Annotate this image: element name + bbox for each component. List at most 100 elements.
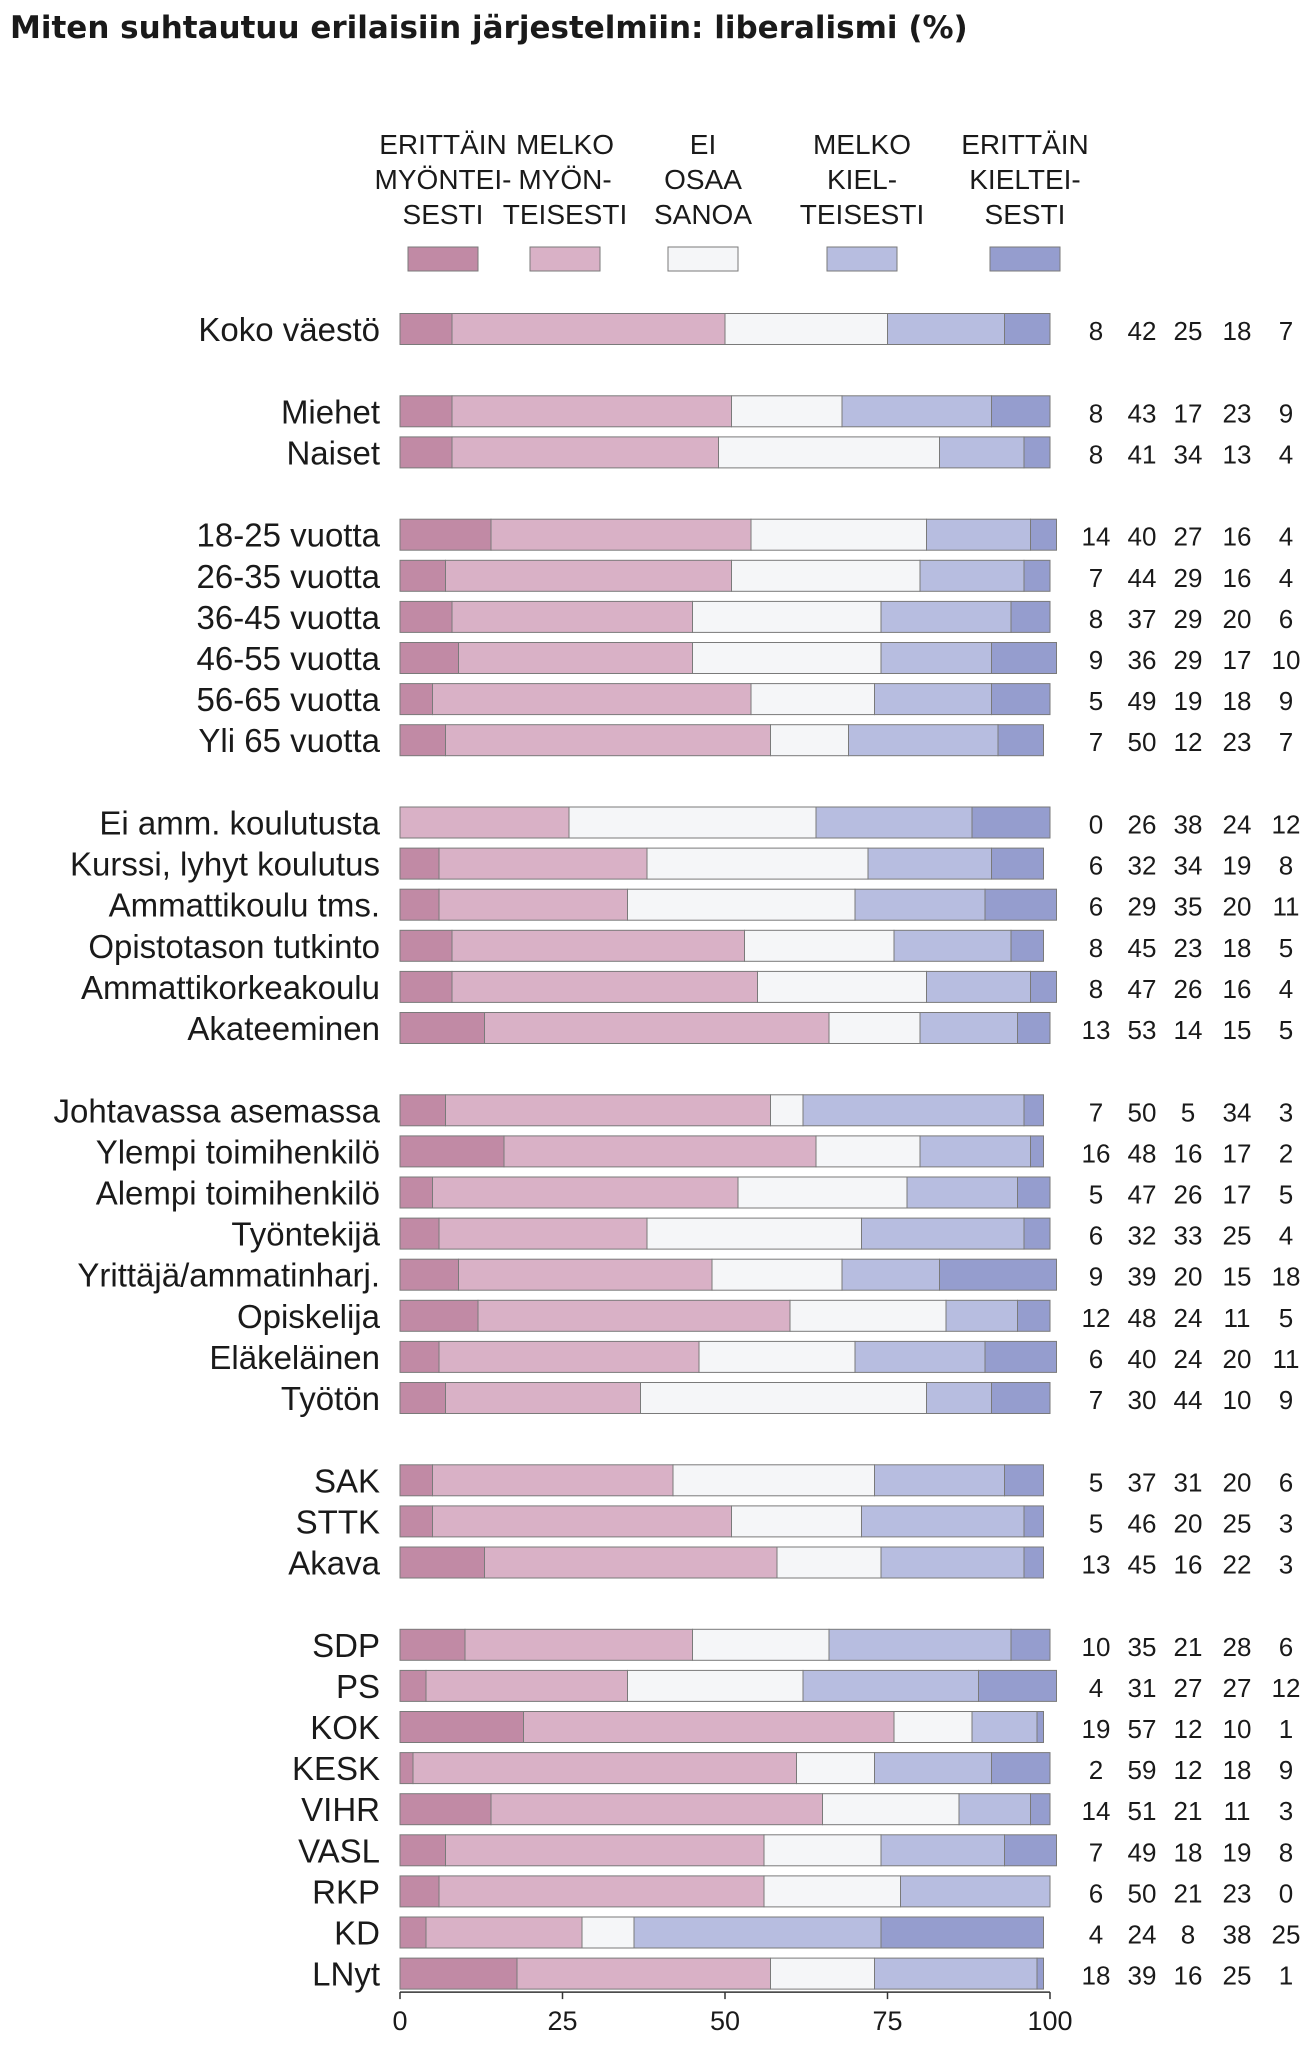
- value-label: 5: [1279, 1180, 1293, 1210]
- bar-segment: [490, 1793, 823, 1826]
- value-label: 23: [1223, 727, 1252, 757]
- value-label: 9: [1089, 645, 1103, 675]
- bar-segment: [399, 970, 453, 1003]
- bar-segment: [438, 888, 628, 921]
- bar-segment: [757, 970, 927, 1003]
- value-label: 18: [1082, 1961, 1111, 1991]
- category-label: Ammattikorkeakoulu: [81, 969, 380, 1006]
- value-label: 6: [1089, 1221, 1103, 1251]
- bar-segment: [399, 683, 433, 716]
- category-label: SDP: [312, 1627, 380, 1664]
- bar-segment: [724, 313, 888, 345]
- value-label: 10: [1272, 645, 1301, 675]
- value-label: 15: [1223, 1015, 1252, 1045]
- bar-segment: [1023, 1094, 1044, 1127]
- bar-segment: [399, 1546, 485, 1579]
- value-label: 17: [1223, 1180, 1252, 1210]
- value-label: 18: [1174, 1837, 1203, 1867]
- value-label: 12: [1082, 1303, 1111, 1333]
- category-label: 26-35 vuotta: [197, 558, 381, 595]
- value-label: 53: [1128, 1015, 1157, 1045]
- value-label: 11: [1273, 892, 1300, 922]
- bar-segment: [711, 1258, 843, 1291]
- value-label: 0: [1279, 1878, 1293, 1908]
- category-label: Opistotason tutkinto: [88, 928, 380, 965]
- value-label: 22: [1223, 1550, 1252, 1580]
- bar-segment: [802, 1669, 979, 1702]
- bar-segment: [926, 970, 1031, 1003]
- category-label: Naiset: [286, 434, 380, 471]
- category-label: Ammattikoulu tms.: [109, 887, 380, 924]
- bar-segment: [919, 1135, 1031, 1168]
- category-label: Johtavassa asemassa: [53, 1092, 380, 1129]
- category-label: Yrittäjä/ammatinharj.: [77, 1257, 380, 1294]
- bar-segment: [763, 1834, 882, 1867]
- category-label: Työntekijä: [231, 1216, 380, 1253]
- bar-segment: [887, 313, 1005, 345]
- category-label: Akateeminen: [187, 1010, 380, 1047]
- category-label: 56-65 vuotta: [197, 681, 381, 718]
- value-label: 5: [1181, 1097, 1195, 1127]
- x-tick-label: 100: [1027, 2006, 1072, 2036]
- bar-segment: [399, 1793, 492, 1826]
- legend-label: SANOA: [654, 199, 752, 230]
- bar-segment: [516, 1957, 771, 1990]
- value-label: 11: [1273, 1344, 1300, 1374]
- bar-segment: [991, 847, 1044, 880]
- bar-segment: [874, 1957, 1038, 1990]
- value-label: 16: [1174, 1961, 1203, 1991]
- bar-segment: [445, 559, 732, 592]
- category-label: 18-25 vuotta: [197, 517, 381, 554]
- value-label: 48: [1128, 1303, 1157, 1333]
- value-label: 50: [1128, 1878, 1157, 1908]
- bar-segment: [399, 1916, 427, 1949]
- value-label: 48: [1128, 1138, 1157, 1168]
- value-label: 15: [1223, 1262, 1252, 1292]
- category-label: 36-45 vuotta: [197, 599, 381, 636]
- bar-segment: [1004, 1464, 1044, 1497]
- bar-segment: [1030, 1135, 1044, 1168]
- bar-segment: [399, 1135, 505, 1168]
- value-label: 16: [1174, 1550, 1203, 1580]
- bar-segment: [451, 313, 726, 345]
- value-label: 20: [1223, 892, 1252, 922]
- legend-label: ERITTÄIN: [379, 129, 507, 160]
- value-label: 4: [1279, 522, 1293, 552]
- value-label: 4: [1089, 1673, 1103, 1703]
- bar-segment: [399, 724, 446, 757]
- bar-segment: [919, 559, 1025, 592]
- bar-segment: [796, 1752, 875, 1785]
- bar-segment: [874, 1752, 992, 1785]
- value-label: 39: [1128, 1961, 1157, 1991]
- value-label: 6: [1279, 604, 1293, 634]
- value-label: 17: [1223, 1138, 1252, 1168]
- value-label: 10: [1223, 1714, 1252, 1744]
- bar-segment: [880, 600, 1012, 633]
- value-label: 16: [1174, 1138, 1203, 1168]
- legend-label: KIELTEI-: [969, 164, 1081, 195]
- value-label: 8: [1089, 933, 1103, 963]
- category-label: LNyt: [312, 1956, 380, 1993]
- bar-segment: [1004, 313, 1051, 345]
- bar-segment: [633, 1916, 882, 1949]
- category-label: SAK: [314, 1462, 380, 1499]
- bar-segment: [731, 559, 921, 592]
- bar-segment: [939, 436, 1025, 469]
- bar-segment: [848, 724, 999, 757]
- value-label: 24: [1223, 810, 1252, 840]
- value-label: 35: [1174, 892, 1203, 922]
- value-label: 20: [1174, 1262, 1203, 1292]
- value-label: 4: [1279, 974, 1293, 1004]
- value-label: 25: [1174, 316, 1203, 346]
- category-label: Kurssi, lyhyt koulutus: [70, 846, 380, 883]
- bar-segment: [523, 1711, 895, 1743]
- category-label: Yli 65 vuotta: [198, 722, 380, 759]
- value-label: 7: [1279, 727, 1293, 757]
- bar-segment: [991, 683, 1051, 716]
- value-label: 9: [1279, 1755, 1293, 1785]
- bar-segment: [1004, 1834, 1057, 1867]
- category-label: KD: [334, 1915, 380, 1952]
- bar-segment: [802, 1094, 1025, 1127]
- value-label: 6: [1089, 851, 1103, 881]
- bar-segment: [399, 1669, 427, 1702]
